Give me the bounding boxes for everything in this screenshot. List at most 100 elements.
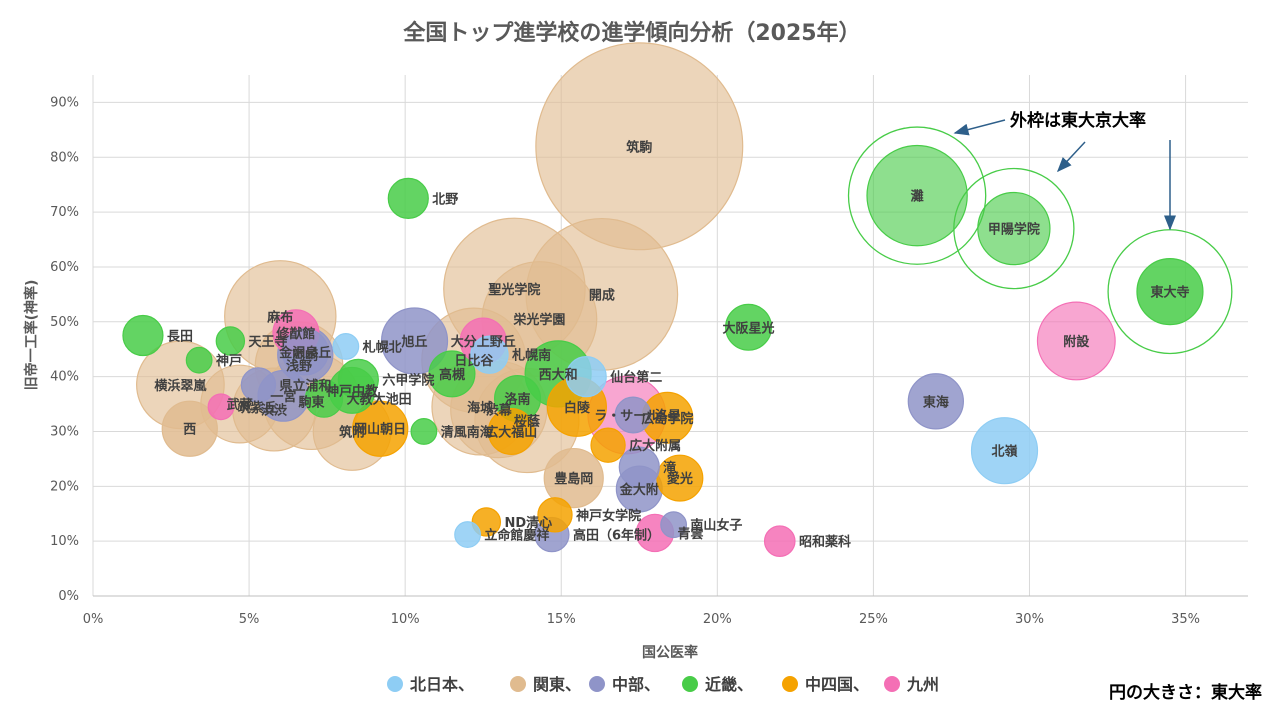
outer-ring-note: 外枠は東大京大率 [1010,110,1146,131]
point-label: 高田（6年制） [573,528,660,544]
bubble-天王寺 [215,326,246,356]
y-tick-label: 70% [50,205,79,220]
bubble-県立浦和 [240,367,277,403]
point-label: 清風南海 [441,424,493,440]
point-label: 一宮 [270,389,296,405]
point-label: 聖光学院 [488,282,540,298]
annotation-arrow-1 [953,119,1006,136]
bubble-大阪星光 [725,303,773,351]
point-label: 筑紫丘 [238,400,277,416]
bubble-旭丘 [380,307,449,375]
bubble-長田 [122,314,164,357]
y-tick-label: 20% [50,479,79,494]
bubble-東海 [907,373,964,430]
point-label: 旭丘 [401,334,428,350]
bubble-仙台第二 [565,356,607,398]
point-label: 北野 [432,192,458,207]
point-label: 修猷館 [275,326,315,342]
point-label: 青雲 [678,526,704,542]
point-label: 筑附 [339,424,365,440]
bubble-立命館慶祥 [454,521,482,548]
bubble-附設 [1036,301,1116,381]
bubble-筑紫丘 [207,393,235,421]
point-label: 洛南 [505,392,531,408]
bubble-札幌南 [470,335,509,374]
y-tick-label: 60% [50,260,79,275]
point-label: 南山女子 [690,518,742,534]
legend-marker-北日本 [387,676,403,692]
legend-label: 関東、 [533,675,581,694]
point-label: 渋渋 [261,403,287,419]
x-tick-label: 10% [391,612,420,627]
y-axis-label: 旧帝一工率(神率) [23,280,40,391]
legend-label: 近畿、 [705,675,753,694]
bubble-大教大池田 [304,379,344,418]
point-label: 駒東 [298,394,325,410]
bubble-六甲学院 [337,358,379,400]
point-label: 武蔵 [227,397,253,413]
point-label: 西 [183,423,196,438]
chart-title: 全国トップ進学校の進学傾向分析（2025年） [402,20,860,46]
bubble-神戸 [185,346,213,374]
annotation-arrow-2 [1056,141,1086,173]
point-label: 大阪星光 [723,320,775,336]
point-label: 開成 [589,287,615,303]
point-label: 天王寺 [248,334,287,350]
outer-ring-甲陽学院 [953,167,1075,290]
legend-marker-中四国 [782,676,798,692]
x-tick-label: 5% [239,612,260,627]
point-label: 甲陽学院 [988,222,1040,238]
bubble-昭和薬科 [763,525,796,557]
x-axis-label: 国公医率 [642,644,698,661]
y-tick-label: 90% [50,95,79,110]
y-tick-label: 10% [50,534,79,549]
point-label: 仙台第二 [610,370,662,386]
point-label: 札幌南 [511,348,551,364]
y-tick-label: 50% [50,315,79,330]
bubble-南山女子 [660,511,688,539]
point-label: 昭和薬科 [799,534,851,550]
point-label: 愛光 [667,471,693,487]
point-label: 大教大池田 [347,392,412,408]
point-label: 高槻 [439,367,465,383]
legend-label: 中四国、 [805,675,869,694]
legend-label: 中部、 [612,675,660,694]
bubble-札幌北 [332,333,360,360]
point-label: 県立浦和 [280,378,332,394]
point-label: 桜蔭 [514,414,541,430]
bubble-神戸女学院 [537,497,573,533]
point-label: 海城 [467,400,493,416]
point-label: 東大寺 [1150,285,1189,301]
point-label: 北嶺 [992,444,1018,460]
point-label: 立命館慶祥 [484,528,549,544]
legend-label: 九州 [906,675,939,694]
point-label: 浅野 [286,359,312,375]
bubble-金沢泉丘 [281,328,329,376]
bubble-滝 [618,446,660,488]
bubble-洛星 [614,396,652,434]
point-label: 洛星 [655,408,681,424]
bubble-東大寺 [1136,258,1204,326]
point-label: 日比谷 [454,353,494,369]
point-label: 筑駒 [626,139,652,155]
bubble-灘 [866,144,968,247]
axes: 0% 10% 20% 30% 40% 50% 60% 70% 80% 90% 0% 5% 10% 15% 2… [50,95,1248,627]
point-label: 横浜翠嵐 [154,378,207,394]
point-label: 金大附 [619,482,659,498]
point-label: 麻布 [266,309,293,325]
point-label: ラ・サール [594,409,659,424]
x-tick-label: 20% [703,612,732,627]
bubble-岡山朝日 [352,400,409,457]
point-label: 西大和 [539,367,578,383]
bubble-広大附属 [590,427,626,463]
point-label: 神戸女学院 [576,508,641,524]
bubble-series [122,42,1233,557]
point-label: 金沢泉丘 [278,345,331,361]
point-label: 六甲学院 [382,372,434,388]
bubble-清風南海 [410,418,438,445]
x-tick-label: 35% [1171,612,1200,627]
point-label: 東海 [923,394,949,410]
point-label: 灘 [911,189,924,205]
point-label: 広大附属 [629,438,681,454]
